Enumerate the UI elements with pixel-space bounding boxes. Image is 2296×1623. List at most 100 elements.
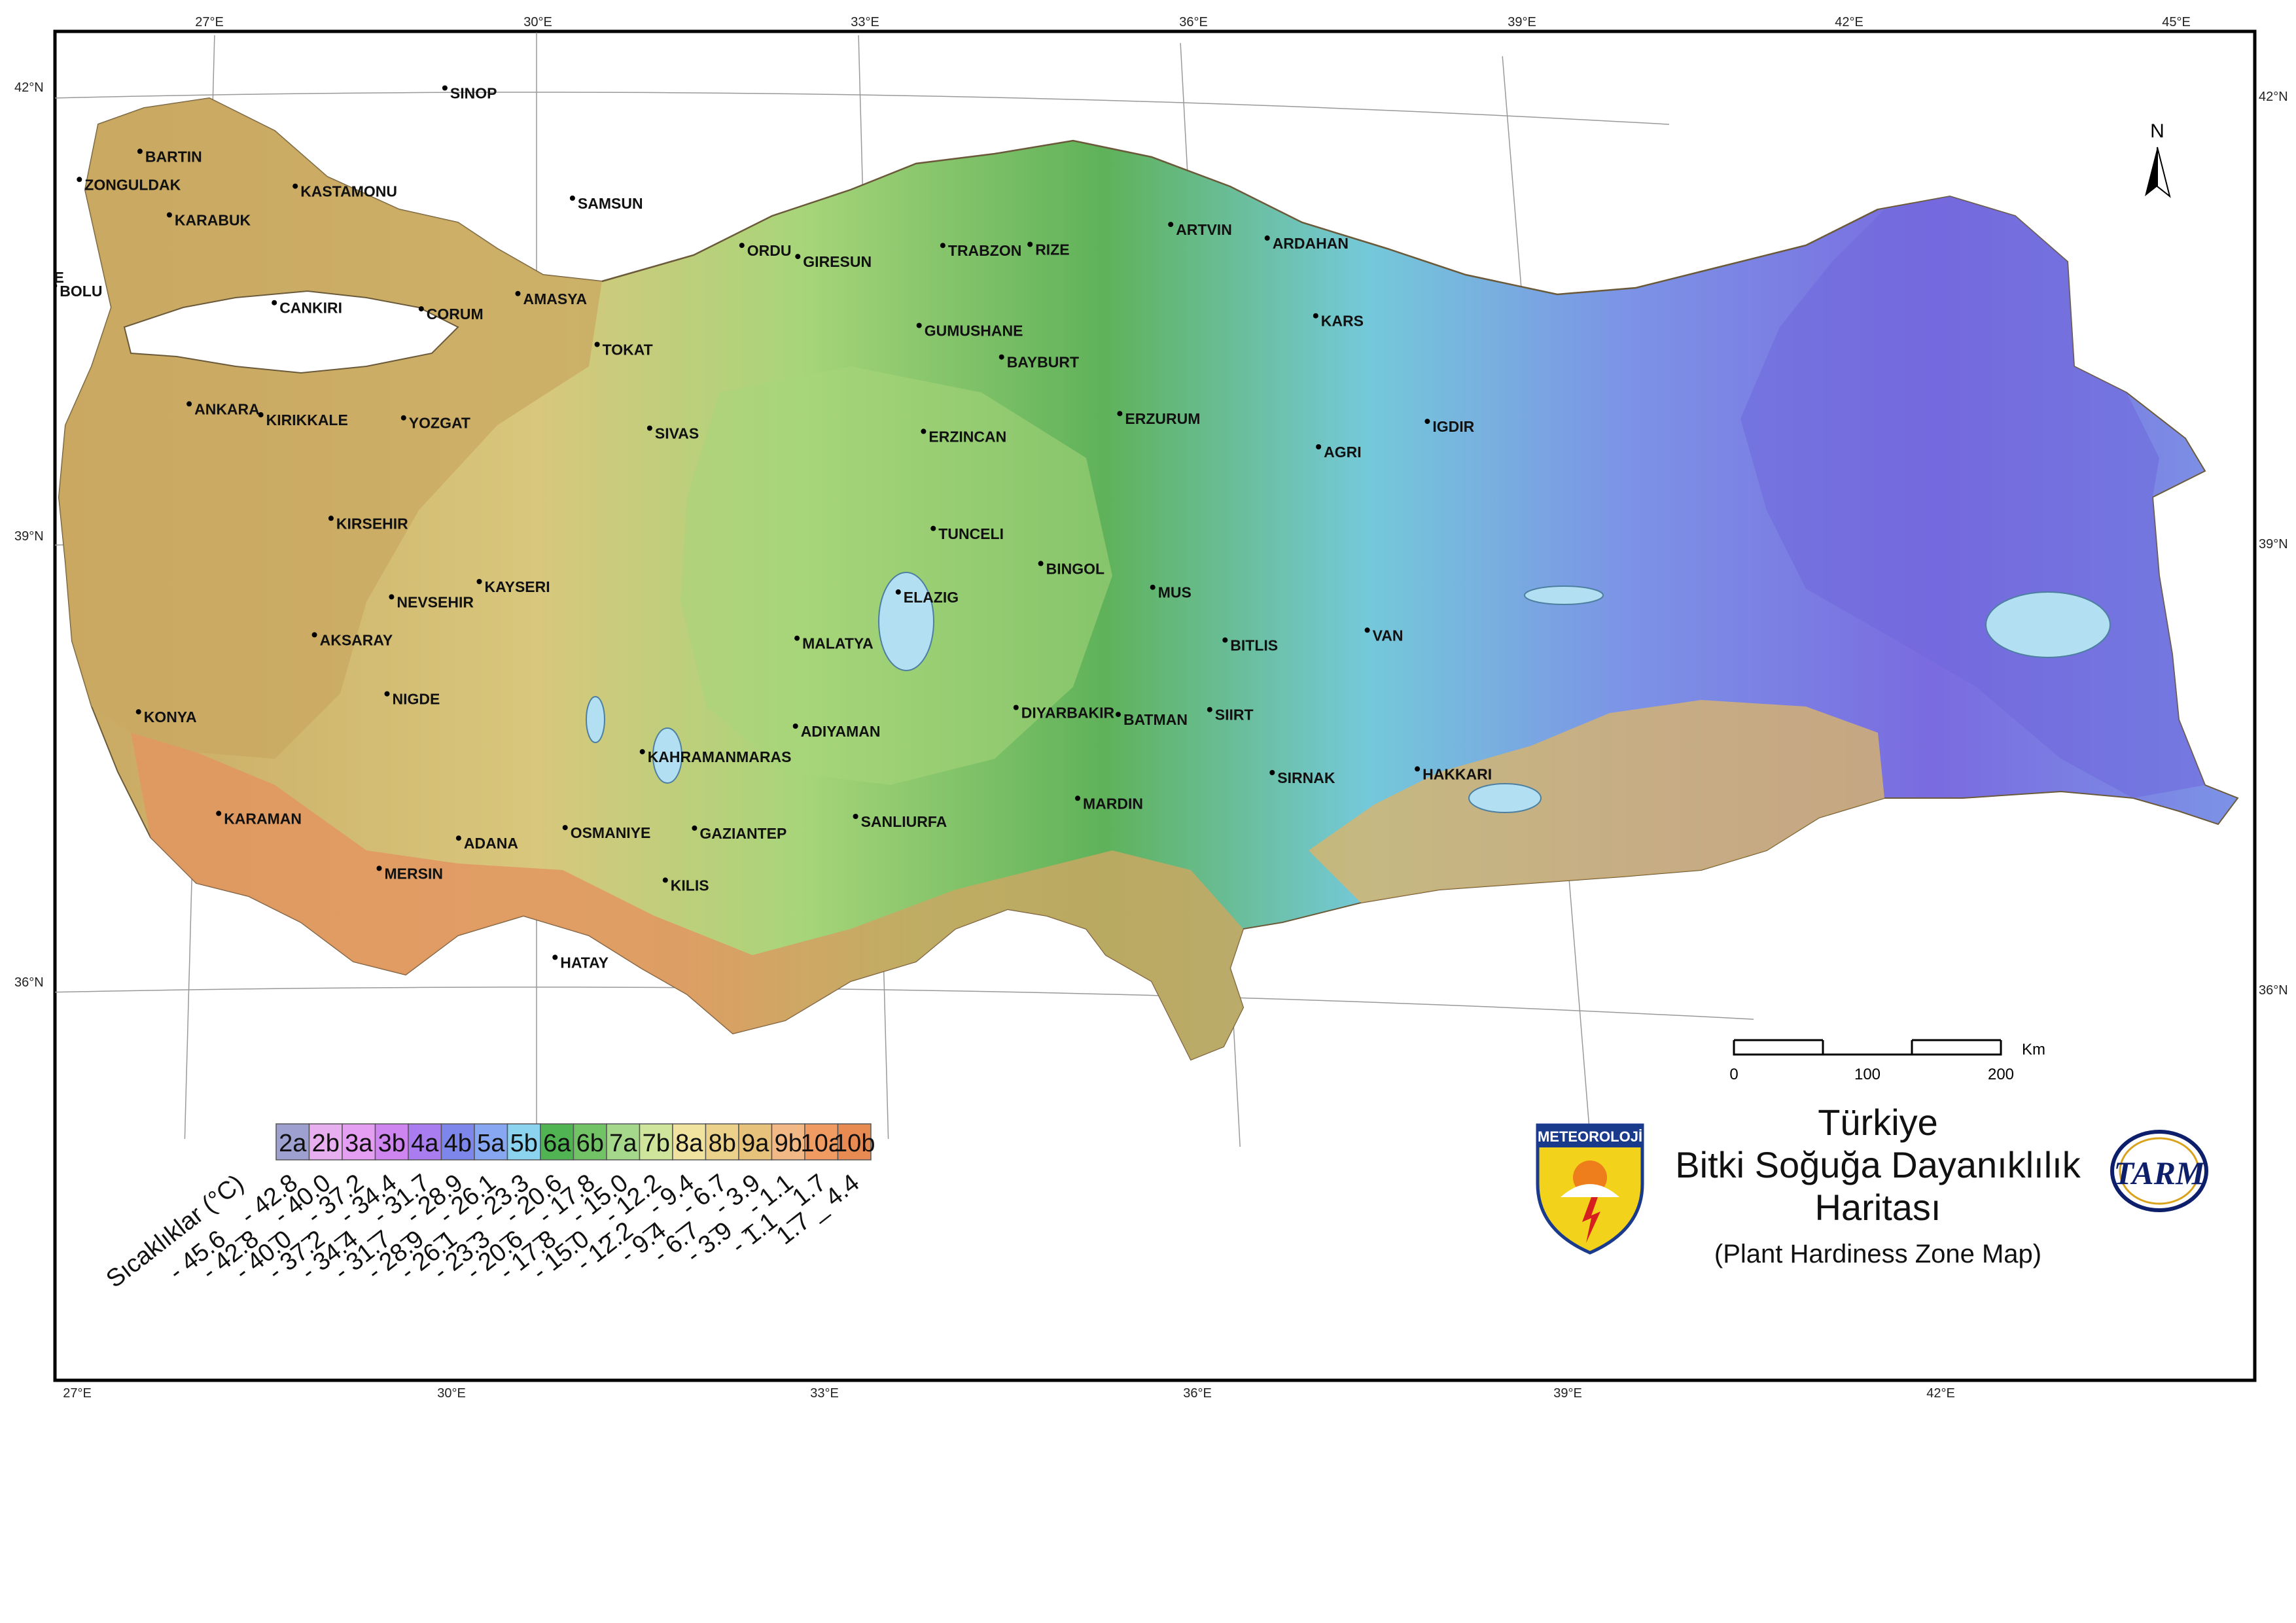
city-marker xyxy=(1013,705,1019,710)
city-label: KAYSERI xyxy=(485,578,550,595)
city-marker xyxy=(1424,419,1430,425)
legend-zone-code: 9b xyxy=(775,1130,802,1157)
title-line-1: Türkiye xyxy=(1818,1102,1938,1143)
grid-label-right: 42°N xyxy=(2259,90,2288,104)
city-marker xyxy=(1222,637,1228,643)
city-marker xyxy=(1316,444,1322,449)
title-block: Türkiye Bitki Soğuğa Dayanıklılık Harita… xyxy=(1675,1102,2081,1268)
city-label: HATAY xyxy=(560,954,609,971)
grid-label-bottom: 30°E xyxy=(437,1386,466,1401)
city-label: VAN xyxy=(1373,627,1404,644)
legend-zone-code: 8b xyxy=(709,1130,736,1157)
lightning-icon xyxy=(1582,1197,1600,1243)
city-marker xyxy=(166,212,172,218)
city-label: BITLIS xyxy=(1230,637,1278,654)
city-marker xyxy=(1264,235,1270,241)
city-label: ADANA xyxy=(464,835,518,852)
city-label: ADIYAMAN xyxy=(801,723,881,740)
legend-zone-code: 4a xyxy=(411,1130,439,1157)
legend-zone-code: 7b xyxy=(643,1130,670,1157)
meteoroloji-logo: METEOROLOJİ xyxy=(1536,1123,1644,1255)
city-marker xyxy=(455,835,461,841)
legend-zone-code: 2a xyxy=(279,1130,307,1157)
city-marker xyxy=(1168,222,1174,228)
city-label: SIIRT xyxy=(1215,707,1254,724)
city-marker xyxy=(739,243,745,249)
city-marker xyxy=(258,412,264,417)
tarm-logo-text: TARM xyxy=(2114,1155,2206,1191)
city-marker xyxy=(794,635,800,641)
city-label: KIRSEHIR xyxy=(336,515,408,532)
lake-egirdir xyxy=(586,696,605,743)
legend-zone-code: 6b xyxy=(576,1130,604,1157)
city-label: BATMAN xyxy=(1123,711,1188,728)
city-label: BOLU xyxy=(60,283,102,300)
city-label: ANTALYA xyxy=(0,858,3,875)
legend-swatch xyxy=(837,1123,872,1161)
city-label: ARTVIN xyxy=(1176,221,1232,238)
city-marker xyxy=(328,515,334,521)
grid-label-top: 30°E xyxy=(523,15,552,29)
city-label: SANLIURFA xyxy=(861,813,947,830)
city-marker xyxy=(921,428,927,434)
grid-label-bottom: 36°E xyxy=(1183,1386,1212,1401)
city-marker xyxy=(1313,313,1318,319)
city-label: NIGDE xyxy=(393,691,440,708)
city-label: GUMUSHANE xyxy=(925,323,1023,340)
lake-ataturk-dam xyxy=(1468,783,1542,813)
title-line-3: Haritası xyxy=(1815,1187,1941,1228)
city-marker xyxy=(442,85,448,91)
legend-swatch xyxy=(506,1123,541,1161)
city-label: KIRIKKALE xyxy=(266,411,348,428)
legend-zone-code: 3a xyxy=(345,1130,373,1157)
city-marker xyxy=(569,195,575,201)
grid-label-right: 36°N xyxy=(2259,983,2288,998)
city-marker xyxy=(515,290,521,296)
tarm-logo: TARM xyxy=(2110,1130,2208,1212)
scale-tick-100: 100 xyxy=(1854,1066,1881,1083)
city-marker xyxy=(1150,584,1156,590)
legend-zone-code: 10a xyxy=(801,1130,843,1157)
city-label: BARTIN xyxy=(145,148,202,165)
city-marker xyxy=(292,183,298,189)
city-label: TOKAT xyxy=(603,341,653,358)
parallel-line xyxy=(55,92,1669,125)
city-marker xyxy=(389,594,395,600)
marmara-sea xyxy=(123,290,459,374)
city-label: SIVAS xyxy=(655,425,699,442)
parallel-line xyxy=(55,986,1754,1020)
western-lowland-band xyxy=(59,98,602,759)
city-marker xyxy=(5,270,10,275)
city-marker xyxy=(1364,627,1370,633)
legend-swatch xyxy=(672,1123,707,1161)
grid-label-bottom: 27°E xyxy=(63,1386,92,1401)
city-label: KONYA xyxy=(144,708,197,725)
legend-swatch xyxy=(408,1123,442,1161)
city-marker xyxy=(1038,561,1044,567)
lake-beysehir xyxy=(652,727,682,784)
city-label: RIZE xyxy=(1035,241,1069,258)
legend-zone-code: 5a xyxy=(477,1130,505,1157)
city-label: KAHRAMANMARAS xyxy=(648,748,792,765)
city-label: ESKISEHIR xyxy=(0,429,16,446)
scale-unit: Km xyxy=(2022,1041,2045,1058)
city-label: GIRESUN xyxy=(803,253,872,270)
grid-label-bottom: 33°E xyxy=(810,1386,839,1401)
city-label: DUZCE xyxy=(12,269,64,286)
city-label: KASTAMONU xyxy=(300,183,397,200)
lake-van xyxy=(1985,591,2111,658)
lake-keban xyxy=(1524,585,1604,605)
city-label: ELAZIG xyxy=(904,589,959,606)
city-label: HAKKARI xyxy=(1422,765,1492,782)
city-marker xyxy=(795,254,801,260)
city-marker xyxy=(186,401,192,407)
city-label: SAMSUN xyxy=(578,195,643,212)
grid-label-left: 39°N xyxy=(14,529,44,544)
city-marker xyxy=(662,877,668,883)
city-label: OSMANIYE xyxy=(571,824,651,841)
grid-label-right: 39°N xyxy=(2259,537,2288,551)
city-marker xyxy=(692,825,698,831)
title-line-2: Bitki Soğuğa Dayanıklılık xyxy=(1675,1144,2081,1185)
city-marker xyxy=(476,579,482,584)
